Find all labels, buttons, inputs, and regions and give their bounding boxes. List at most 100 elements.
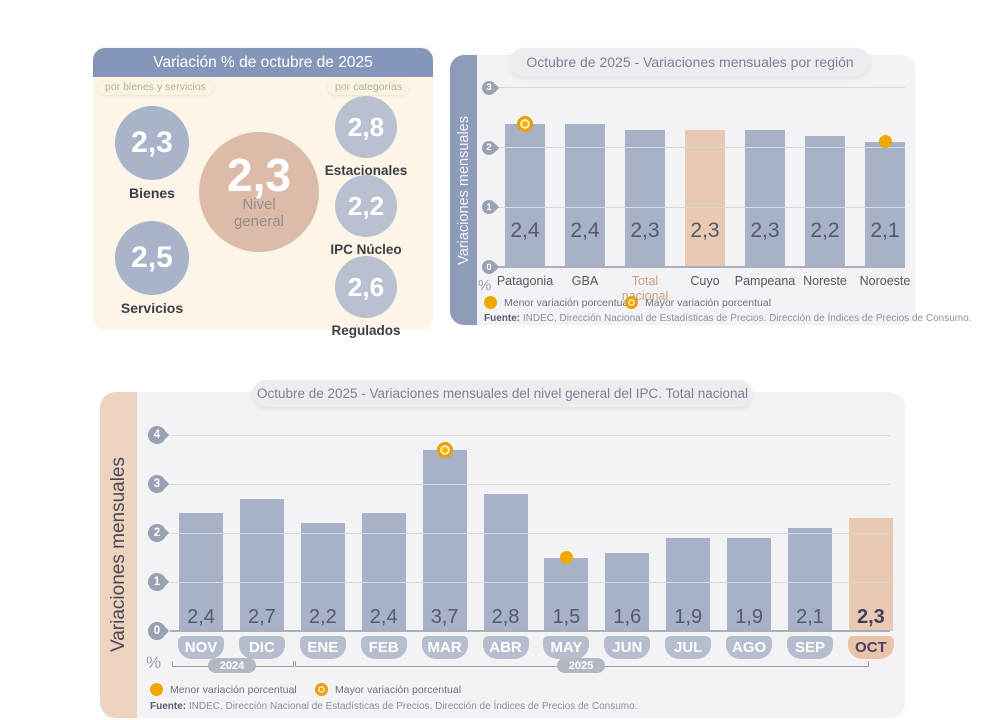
y-axis-tick-0: 0 <box>482 260 496 274</box>
x-label-cuyo: Cuyo <box>690 274 720 288</box>
monthly-source: Fuente: INDEC, Dirección Nacional de Est… <box>150 701 638 712</box>
monthly-chart-title: Octubre de 2025 - Variaciones mensuales … <box>253 380 752 407</box>
month-pill-nov: NOV <box>178 636 224 659</box>
menor-variacion-icon <box>150 683 163 696</box>
gridline-3 <box>498 87 905 89</box>
x-label-patagonia: Patagonia <box>496 274 554 288</box>
month-pill-oct: OCT <box>847 636 894 659</box>
ipc-nucleo-circle: 2,2 <box>335 175 397 237</box>
bar-value-pampeana: 2,3 <box>750 219 780 242</box>
ipc-nucleo-value: 2,2 <box>347 190 385 221</box>
gridline-2 <box>170 532 890 534</box>
servicios-value: 2,5 <box>131 241 173 274</box>
bar-ago <box>727 537 772 631</box>
monthly-legend-menor: Menor variación porcentual <box>150 683 297 696</box>
month-pill-ene: ENE <box>299 636 346 659</box>
estacionales-circle: 2,8 <box>335 96 397 158</box>
month-pill-feb: FEB <box>360 636 407 659</box>
bar-may <box>544 557 589 631</box>
regions-chart: 0 1 2 3 2,4 Patagonia 2,4 GBA 2,3 Total nacional 2… <box>450 55 915 325</box>
bar-jun <box>605 552 650 631</box>
nivel-general-circle: 2,3 Nivel general <box>199 132 319 252</box>
bar-pampeana <box>745 129 785 267</box>
monthly-legend-mayor: Mayor variación porcentual <box>315 683 461 696</box>
y-axis-tick-3: 3 <box>482 80 496 95</box>
y-axis-tick-3: 3 <box>148 475 166 493</box>
y-axis-tick-2: 2 <box>482 140 496 155</box>
month-pill-abr: ABR <box>482 636 529 659</box>
x-label-noreste: Noreste <box>803 274 847 288</box>
marker-mayor-icon <box>517 115 533 132</box>
gridline-3 <box>170 483 890 485</box>
bar-value-noreste: 2,2 <box>810 219 840 242</box>
monthly-chart-panel: Variaciones mensuales Octubre de 2025 - … <box>100 380 905 718</box>
nivel-general-label: Nivel general <box>233 196 285 230</box>
monthly-y-axis-title: Variaciones mensuales <box>100 392 137 718</box>
year-pill-2024: 2024 <box>208 658 256 673</box>
bar-value-mar: 3,7 <box>430 605 459 628</box>
month-pill-dic: DIC <box>238 636 285 659</box>
marker-menor-icon <box>559 551 573 564</box>
bar-ene <box>300 523 345 631</box>
bar-value-feb: 2,4 <box>369 605 398 628</box>
monthly-percent-symbol: % <box>146 653 162 672</box>
gridline-1 <box>170 581 890 583</box>
regions-chart-panel: Variaciones mensuales Octubre de 2025 - … <box>450 48 971 325</box>
y-axis-tick-1: 1 <box>148 573 166 591</box>
bar-gba <box>565 123 605 267</box>
regions-chart-title: Octubre de 2025 - Variaciones mensuales … <box>510 48 870 76</box>
year-pill-2025: 2025 <box>557 658 605 673</box>
mayor-variacion-icon <box>625 296 638 309</box>
bar-mar <box>422 449 467 631</box>
bar-total-nacional <box>625 129 665 267</box>
marker-menor-icon <box>878 135 892 149</box>
bar-value-cuyo: 2,3 <box>690 219 720 242</box>
bar-cuyo <box>685 129 725 267</box>
y-axis-tick-0: 0 <box>148 622 166 640</box>
estacionales-label: Estacionales <box>324 163 408 178</box>
bar-oct <box>848 518 893 631</box>
x-label-noroeste: Noroeste <box>859 274 911 288</box>
summary-panel: Variación % de octubre de 2025 por biene… <box>93 46 433 338</box>
bienes-circle: 2,3 <box>115 106 189 180</box>
nivel-general-value: 2,3 <box>227 148 291 201</box>
gridline-4 <box>170 434 890 436</box>
regions-source: Fuente: INDEC, Dirección Nacional de Est… <box>484 313 972 324</box>
month-pill-jul: JUL <box>665 636 712 659</box>
servicios-label: Servicios <box>120 300 184 316</box>
mayor-variacion-icon <box>315 683 328 696</box>
bienes-label: Bienes <box>129 185 175 201</box>
bar-value-gba: 2,4 <box>570 219 600 242</box>
bar-value-nov: 2,4 <box>187 605 215 628</box>
menor-variacion-icon <box>484 296 497 309</box>
bar-value-jul: 1,9 <box>674 605 703 628</box>
month-pill-jun: JUN <box>604 636 651 659</box>
y-axis-tick-4: 4 <box>148 426 166 444</box>
regulados-value: 2,6 <box>347 271 385 302</box>
gridline-1 <box>498 206 905 208</box>
tag-bienes-servicios: por bienes y servicios <box>97 79 214 95</box>
monthly-chart: 0 1 2 3 4 2,4 NOV 2,7 DIC 2,2 ENE 2,4 FEB 3,7 MAR 2,8 AB… <box>100 392 905 718</box>
bar-value-abr: 2,8 <box>491 605 520 628</box>
regions-legend-menor: Menor variación porcentual <box>484 296 631 309</box>
ipc-nucleo-label: IPC Núcleo <box>330 242 402 257</box>
bienes-value: 2,3 <box>131 126 173 159</box>
regulados-label: Regulados <box>331 323 401 338</box>
regions-percent-symbol: % <box>478 277 492 294</box>
bar-value-ene: 2,2 <box>308 605 337 628</box>
bar-value-sep: 2,1 <box>796 605 824 628</box>
servicios-circle: 2,5 <box>115 221 189 295</box>
regions-legend-mayor: Mayor variación porcentual <box>625 296 771 309</box>
bar-jul <box>666 537 711 631</box>
x-label-pampeana: Pampeana <box>734 274 796 288</box>
bar-noreste <box>805 135 845 267</box>
bar-value-noroeste: 2,1 <box>870 219 900 242</box>
bar-value-jun: 1,6 <box>613 605 642 628</box>
month-pill-may: MAY <box>543 636 590 659</box>
estacionales-value: 2,8 <box>347 111 385 142</box>
tag-categorias: por categorías <box>327 79 411 95</box>
bar-dic <box>239 498 284 631</box>
bar-value-dic: 2,7 <box>247 605 276 628</box>
marker-mayor-icon <box>436 441 453 458</box>
